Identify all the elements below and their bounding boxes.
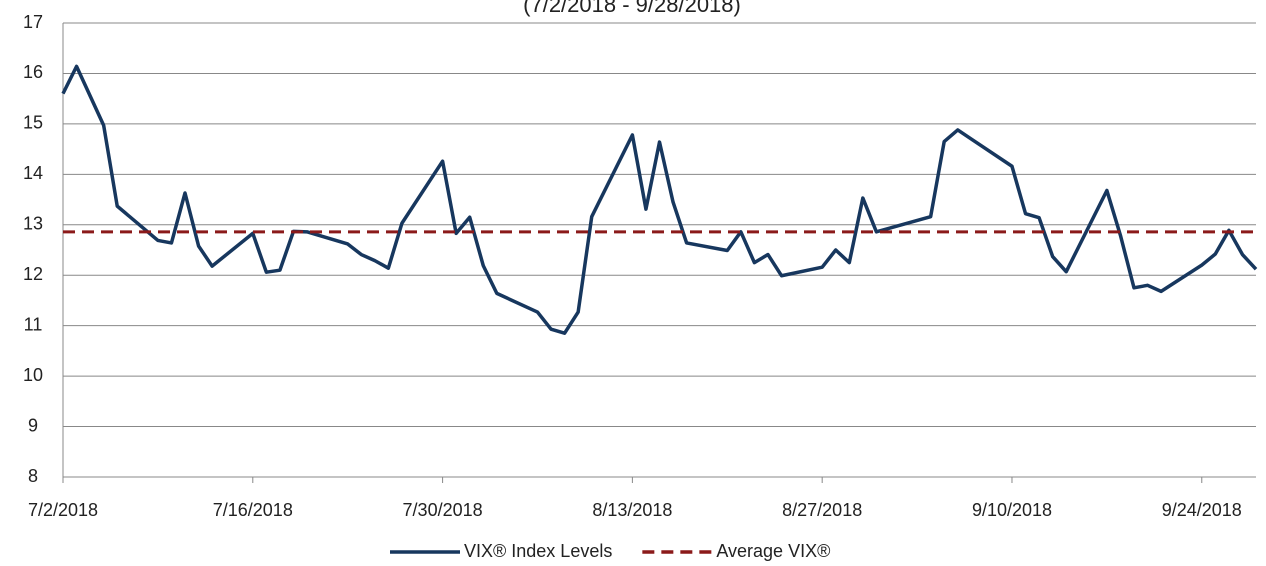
y-tick-label: 11 [24,314,43,334]
x-tick-label: 7/30/2018 [403,500,483,520]
y-tick-label: 8 [28,466,38,486]
x-tick-label: 8/27/2018 [782,500,862,520]
legend-label: Average VIX® [716,541,830,561]
y-tick-label: 16 [23,62,43,82]
y-tick-label: 9 [28,415,38,435]
y-tick-label: 12 [23,264,43,284]
x-tick-label: 8/13/2018 [592,500,672,520]
data-line [61,64,1258,335]
y-tick-label: 10 [23,365,43,385]
x-tick-label: 9/10/2018 [972,500,1052,520]
chart-title: (7/2/2018 - 9/28/2018) [523,0,741,17]
x-tick-label: 7/16/2018 [213,500,293,520]
legend-label: VIX® Index Levels [464,541,612,561]
x-tick-label: 7/2/2018 [28,500,98,520]
y-tick-label: 14 [23,163,43,183]
x-tick-label: 9/24/2018 [1162,500,1242,520]
y-tick-label: 15 [23,113,43,133]
y-tick-label: 17 [23,12,43,32]
y-tick-label: 13 [23,214,43,234]
